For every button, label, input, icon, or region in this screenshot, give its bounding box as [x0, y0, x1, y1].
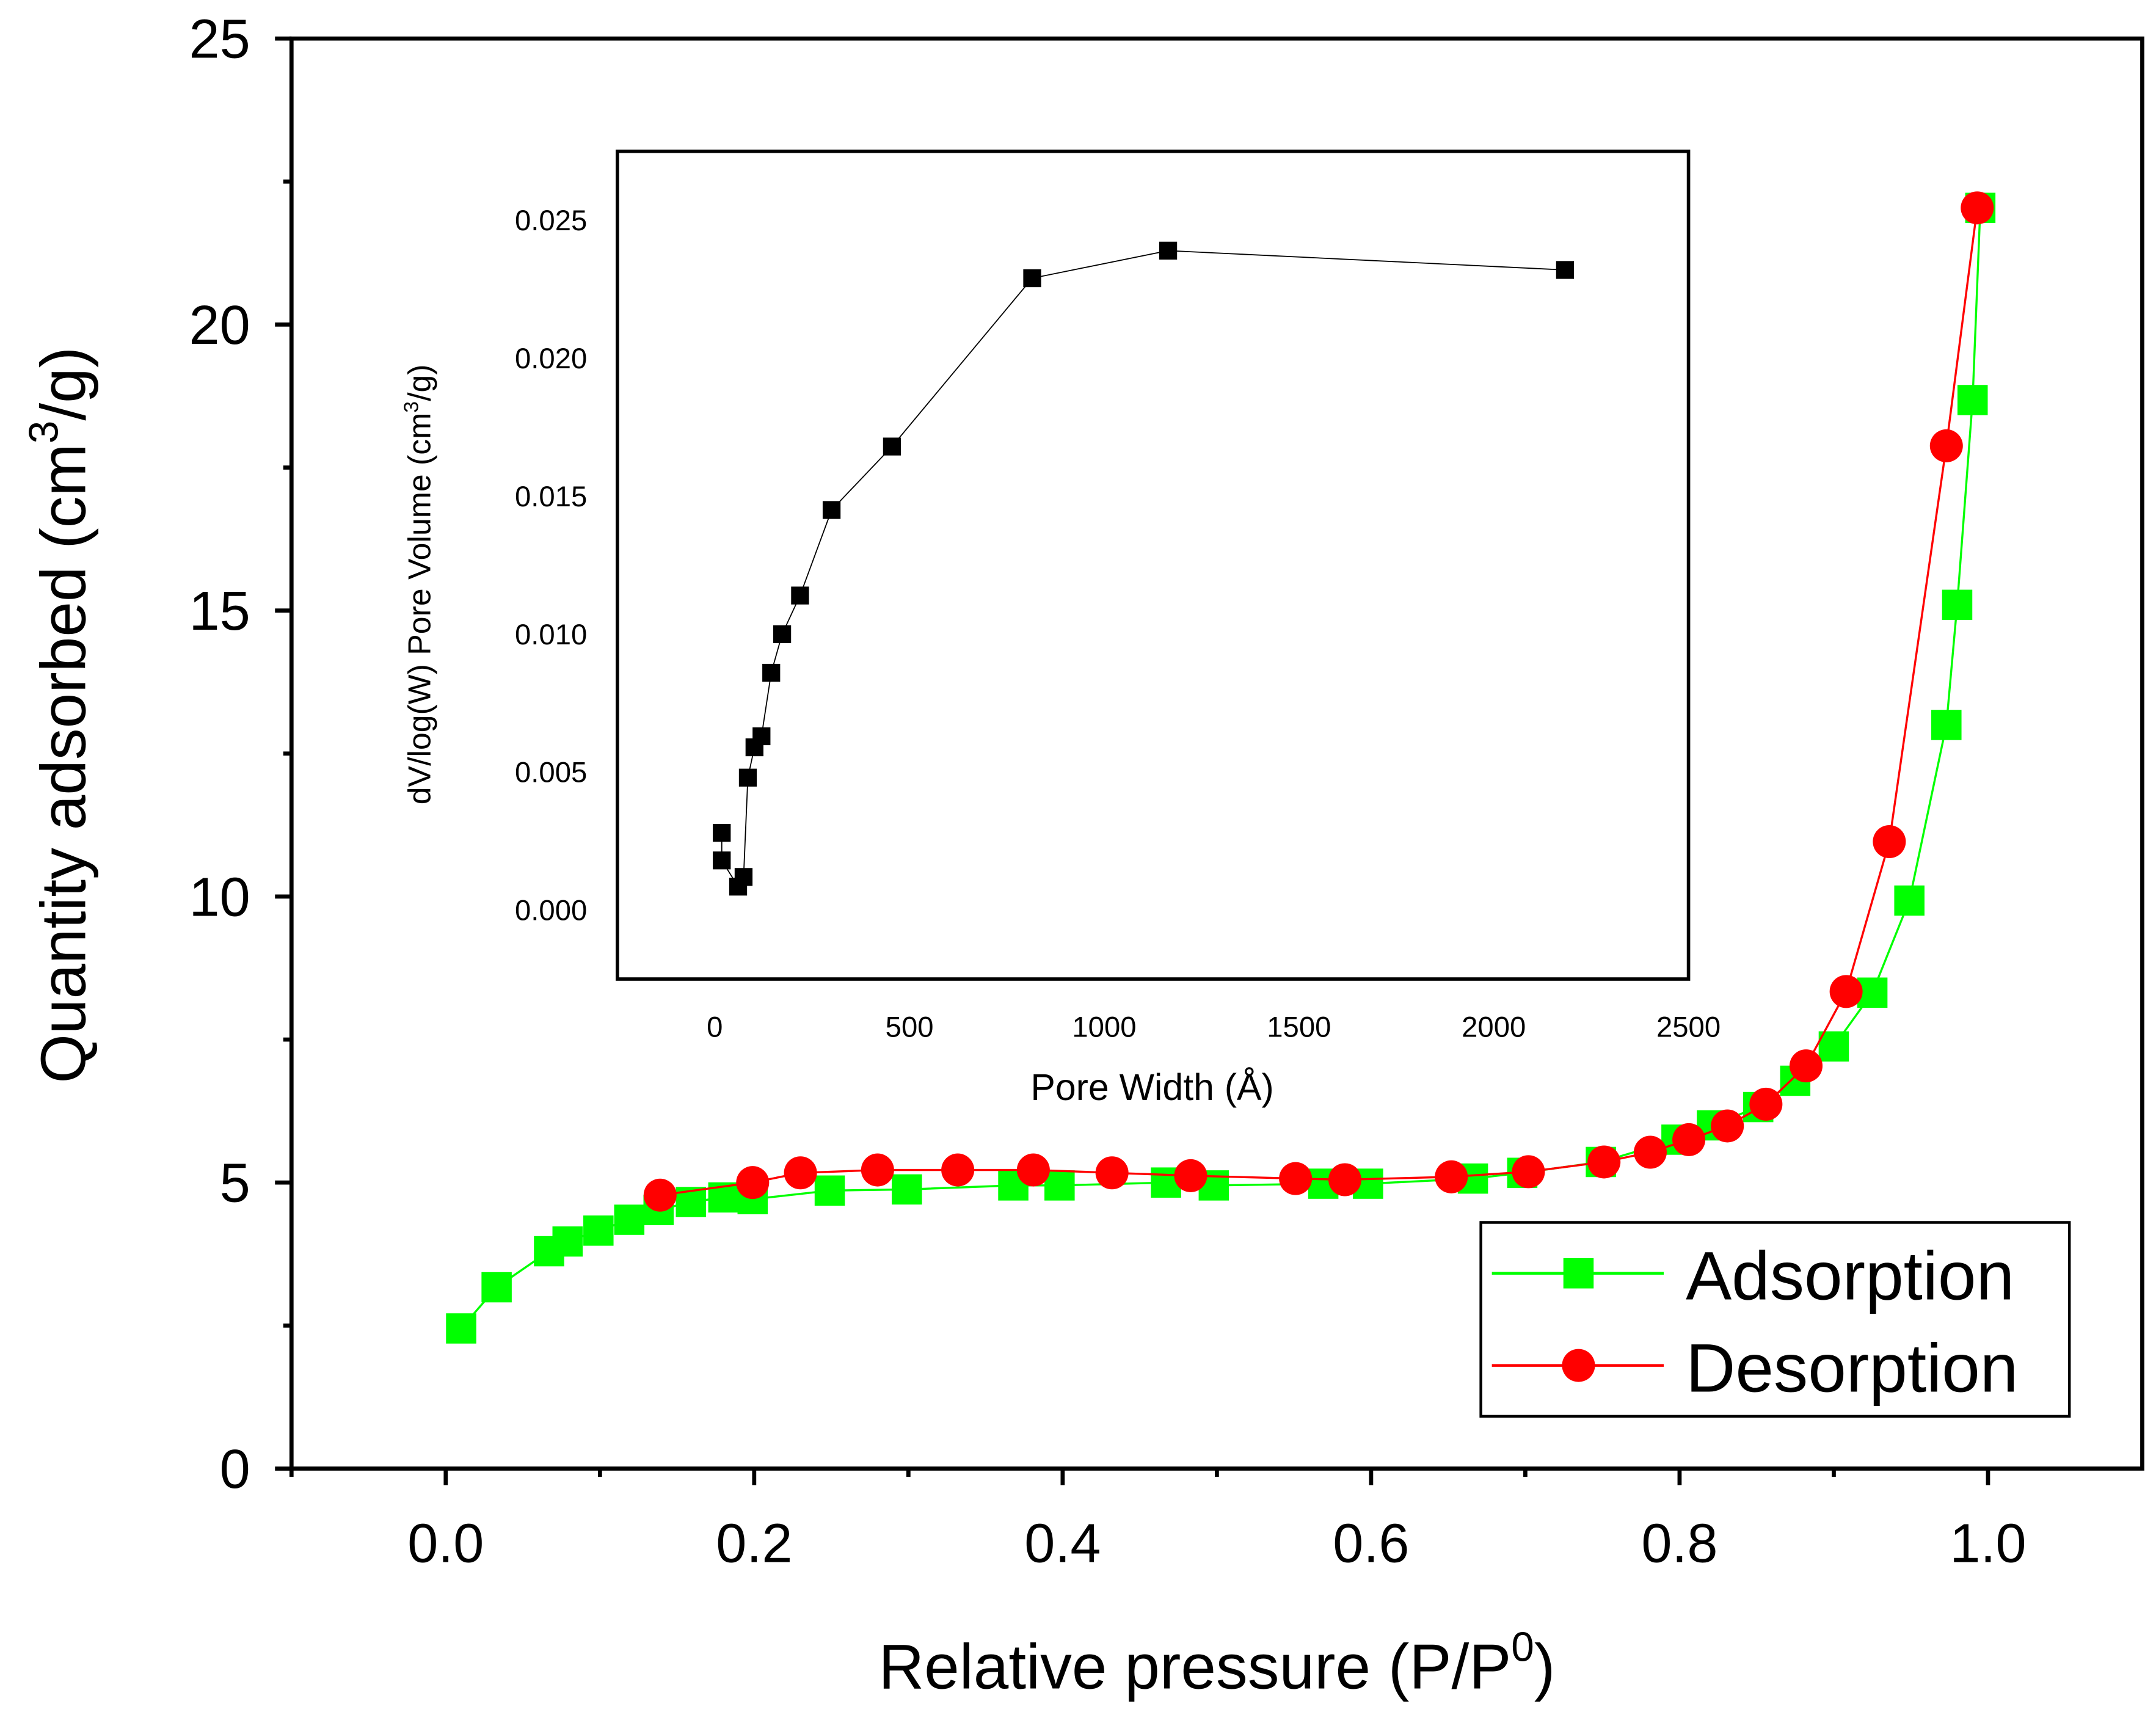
data-point-adsorption [1044, 1170, 1075, 1201]
data-point-pore-size-distribution [713, 823, 731, 842]
inset-y-axis-label: dV/log(W) Pore Volume (cm3/g) [399, 365, 437, 805]
legend-desorption-label: Desorption [1686, 1329, 2018, 1406]
data-point-adsorption [892, 1174, 922, 1205]
data-point-desorption [1512, 1155, 1545, 1189]
y-tick-label: 0.005 [515, 757, 587, 789]
data-point-desorption [736, 1166, 770, 1200]
x-tick-label: 1500 [1267, 1011, 1331, 1044]
data-point-desorption [941, 1153, 975, 1187]
data-point-desorption [1829, 975, 1863, 1008]
y-tick-label: 15 [189, 580, 250, 642]
x-tick-label: 2000 [1462, 1011, 1526, 1044]
data-point-pore-size-distribution [1023, 269, 1041, 288]
data-point-adsorption [446, 1313, 476, 1344]
inset-plot-frame [616, 149, 1691, 981]
data-point-pore-size-distribution [1556, 261, 1575, 279]
data-point-adsorption [1942, 589, 1973, 621]
data-point-desorption [1328, 1163, 1361, 1197]
y-tick-label: 0.020 [515, 343, 587, 375]
data-point-desorption [1961, 191, 1994, 225]
y-tick-label: 10 [189, 866, 250, 928]
x-tick-label: 500 [886, 1011, 934, 1044]
data-point-desorption [1633, 1135, 1667, 1169]
y-tick-label: 20 [189, 294, 250, 356]
data-point-desorption [1672, 1123, 1706, 1156]
legend: Adsorption Desorption [1479, 1221, 2071, 1418]
data-point-desorption [1929, 429, 1963, 462]
y-tick-label: 0 [220, 1438, 250, 1500]
main-y-axis-label: Quantity adsorbed (cm3/g) [21, 347, 99, 1084]
x-tick-label: 0.0 [407, 1513, 484, 1575]
data-point-adsorption [1931, 710, 1962, 740]
data-point-desorption [861, 1153, 894, 1187]
x-tick-label: 0.4 [1024, 1513, 1101, 1575]
data-point-adsorption [552, 1226, 583, 1257]
data-point-adsorption [583, 1215, 614, 1246]
data-point-desorption [1016, 1153, 1050, 1187]
legend-adsorption-label: Adsorption [1686, 1237, 2014, 1314]
series-line-desorption [660, 208, 1978, 1197]
x-tick-label: 1000 [1072, 1011, 1136, 1044]
data-point-pore-size-distribution [738, 768, 757, 787]
data-point-desorption [784, 1156, 817, 1190]
main-x-axis-label: Relative pressure (P/P0) [878, 1625, 1555, 1702]
y-tick-label: 5 [220, 1153, 250, 1214]
data-point-adsorption [1957, 385, 1988, 415]
data-point-desorption [1279, 1162, 1313, 1195]
data-point-desorption [1789, 1049, 1823, 1083]
data-point-pore-size-distribution [713, 851, 731, 870]
y-tick-label: 0.025 [515, 205, 587, 237]
data-point-pore-size-distribution [773, 625, 792, 643]
data-point-desorption [1873, 825, 1906, 859]
data-point-pore-size-distribution [791, 586, 809, 605]
legend-desorption-marker [1562, 1349, 1595, 1382]
data-point-pore-size-distribution [883, 437, 901, 456]
data-point-adsorption [814, 1175, 845, 1206]
data-point-desorption [1095, 1156, 1129, 1190]
data-point-desorption [1587, 1145, 1621, 1179]
x-tick-label: 0.6 [1333, 1513, 1409, 1575]
data-point-desorption [1711, 1109, 1744, 1143]
data-point-pore-size-distribution [752, 727, 771, 746]
data-point-desorption [1174, 1159, 1207, 1192]
data-point-adsorption [1818, 1031, 1849, 1062]
legend-adsorption-marker [1563, 1258, 1594, 1289]
x-tick-label: 2500 [1656, 1011, 1721, 1044]
y-tick-label: 0.010 [515, 619, 587, 651]
x-tick-label: 1.0 [1950, 1513, 2026, 1575]
data-point-pore-size-distribution [734, 868, 753, 886]
x-tick-label: 0.2 [716, 1513, 792, 1575]
data-point-pore-size-distribution [1159, 241, 1178, 260]
data-point-desorption [1435, 1160, 1468, 1193]
data-point-pore-size-distribution [762, 663, 781, 682]
data-point-adsorption [1894, 885, 1925, 916]
data-point-adsorption [614, 1204, 645, 1235]
y-tick-label: 0.000 [515, 895, 587, 927]
data-point-adsorption [481, 1272, 512, 1303]
y-tick-label: 0.015 [515, 481, 587, 513]
data-point-desorption [1749, 1087, 1783, 1121]
x-tick-label: 0.8 [1641, 1513, 1717, 1575]
data-point-pore-size-distribution [822, 501, 841, 519]
data-point-desorption [643, 1178, 677, 1212]
x-tick-label: 0 [707, 1011, 723, 1044]
inset-x-axis-label: Pore Width (Å) [1030, 1066, 1273, 1108]
y-tick-label: 25 [189, 9, 250, 70]
